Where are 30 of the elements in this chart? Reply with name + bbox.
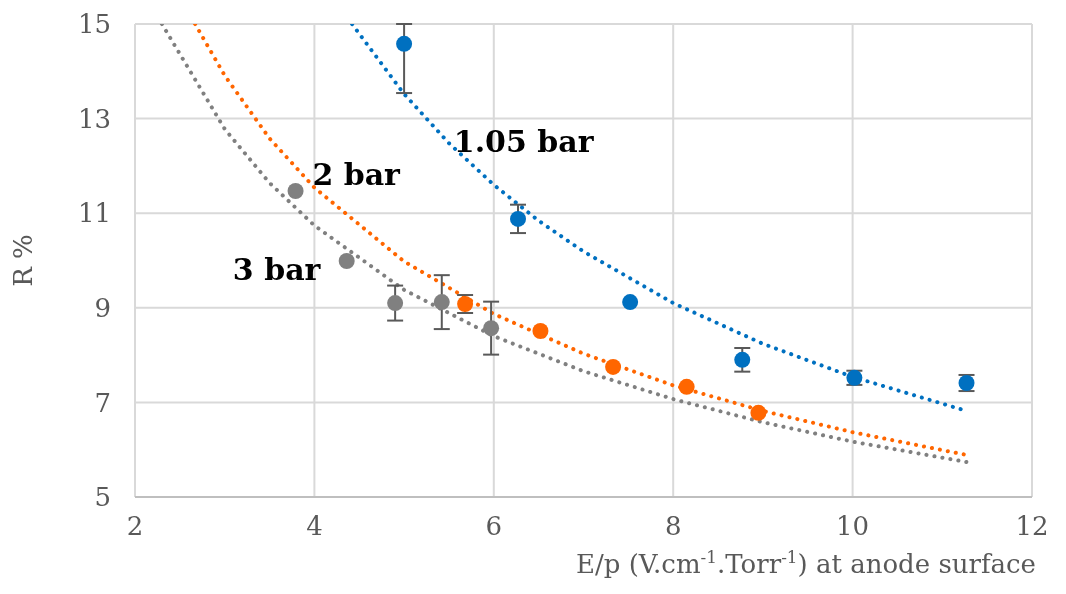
point xyxy=(483,320,500,337)
point xyxy=(287,182,304,199)
x-tick-label: 8 xyxy=(664,511,682,542)
y-tick-label: 11 xyxy=(77,198,111,229)
series-label: 3 bar xyxy=(232,252,322,287)
point xyxy=(387,295,404,312)
point xyxy=(510,210,527,227)
x-tick-label: 10 xyxy=(836,511,870,542)
point xyxy=(750,404,767,421)
series-label: 2 bar xyxy=(312,157,402,193)
point xyxy=(433,294,450,311)
y-tick-label: 13 xyxy=(77,103,111,134)
y-tick-label: 9 xyxy=(94,293,111,324)
point xyxy=(605,358,622,375)
x-tick-label: 6 xyxy=(485,511,503,542)
y-tick-label: 5 xyxy=(94,482,111,513)
point xyxy=(338,252,355,269)
x-tick-label: 12 xyxy=(1015,511,1049,542)
x-tick-label: 4 xyxy=(306,511,323,542)
y-tick-label: 15 xyxy=(77,9,111,40)
point xyxy=(734,351,751,368)
y-axis-title: R % xyxy=(8,234,38,287)
x-axis-title: E/p (V.cm$^{-1}$.Torr$^{-1}$) at anode surface xyxy=(576,547,1036,579)
x-tick-label: 2 xyxy=(126,511,144,542)
point xyxy=(622,294,639,311)
y-tick-label: 7 xyxy=(94,387,111,418)
series-label: 1.05 bar xyxy=(453,124,595,160)
point xyxy=(396,35,413,52)
point xyxy=(678,378,695,395)
point xyxy=(532,322,549,339)
